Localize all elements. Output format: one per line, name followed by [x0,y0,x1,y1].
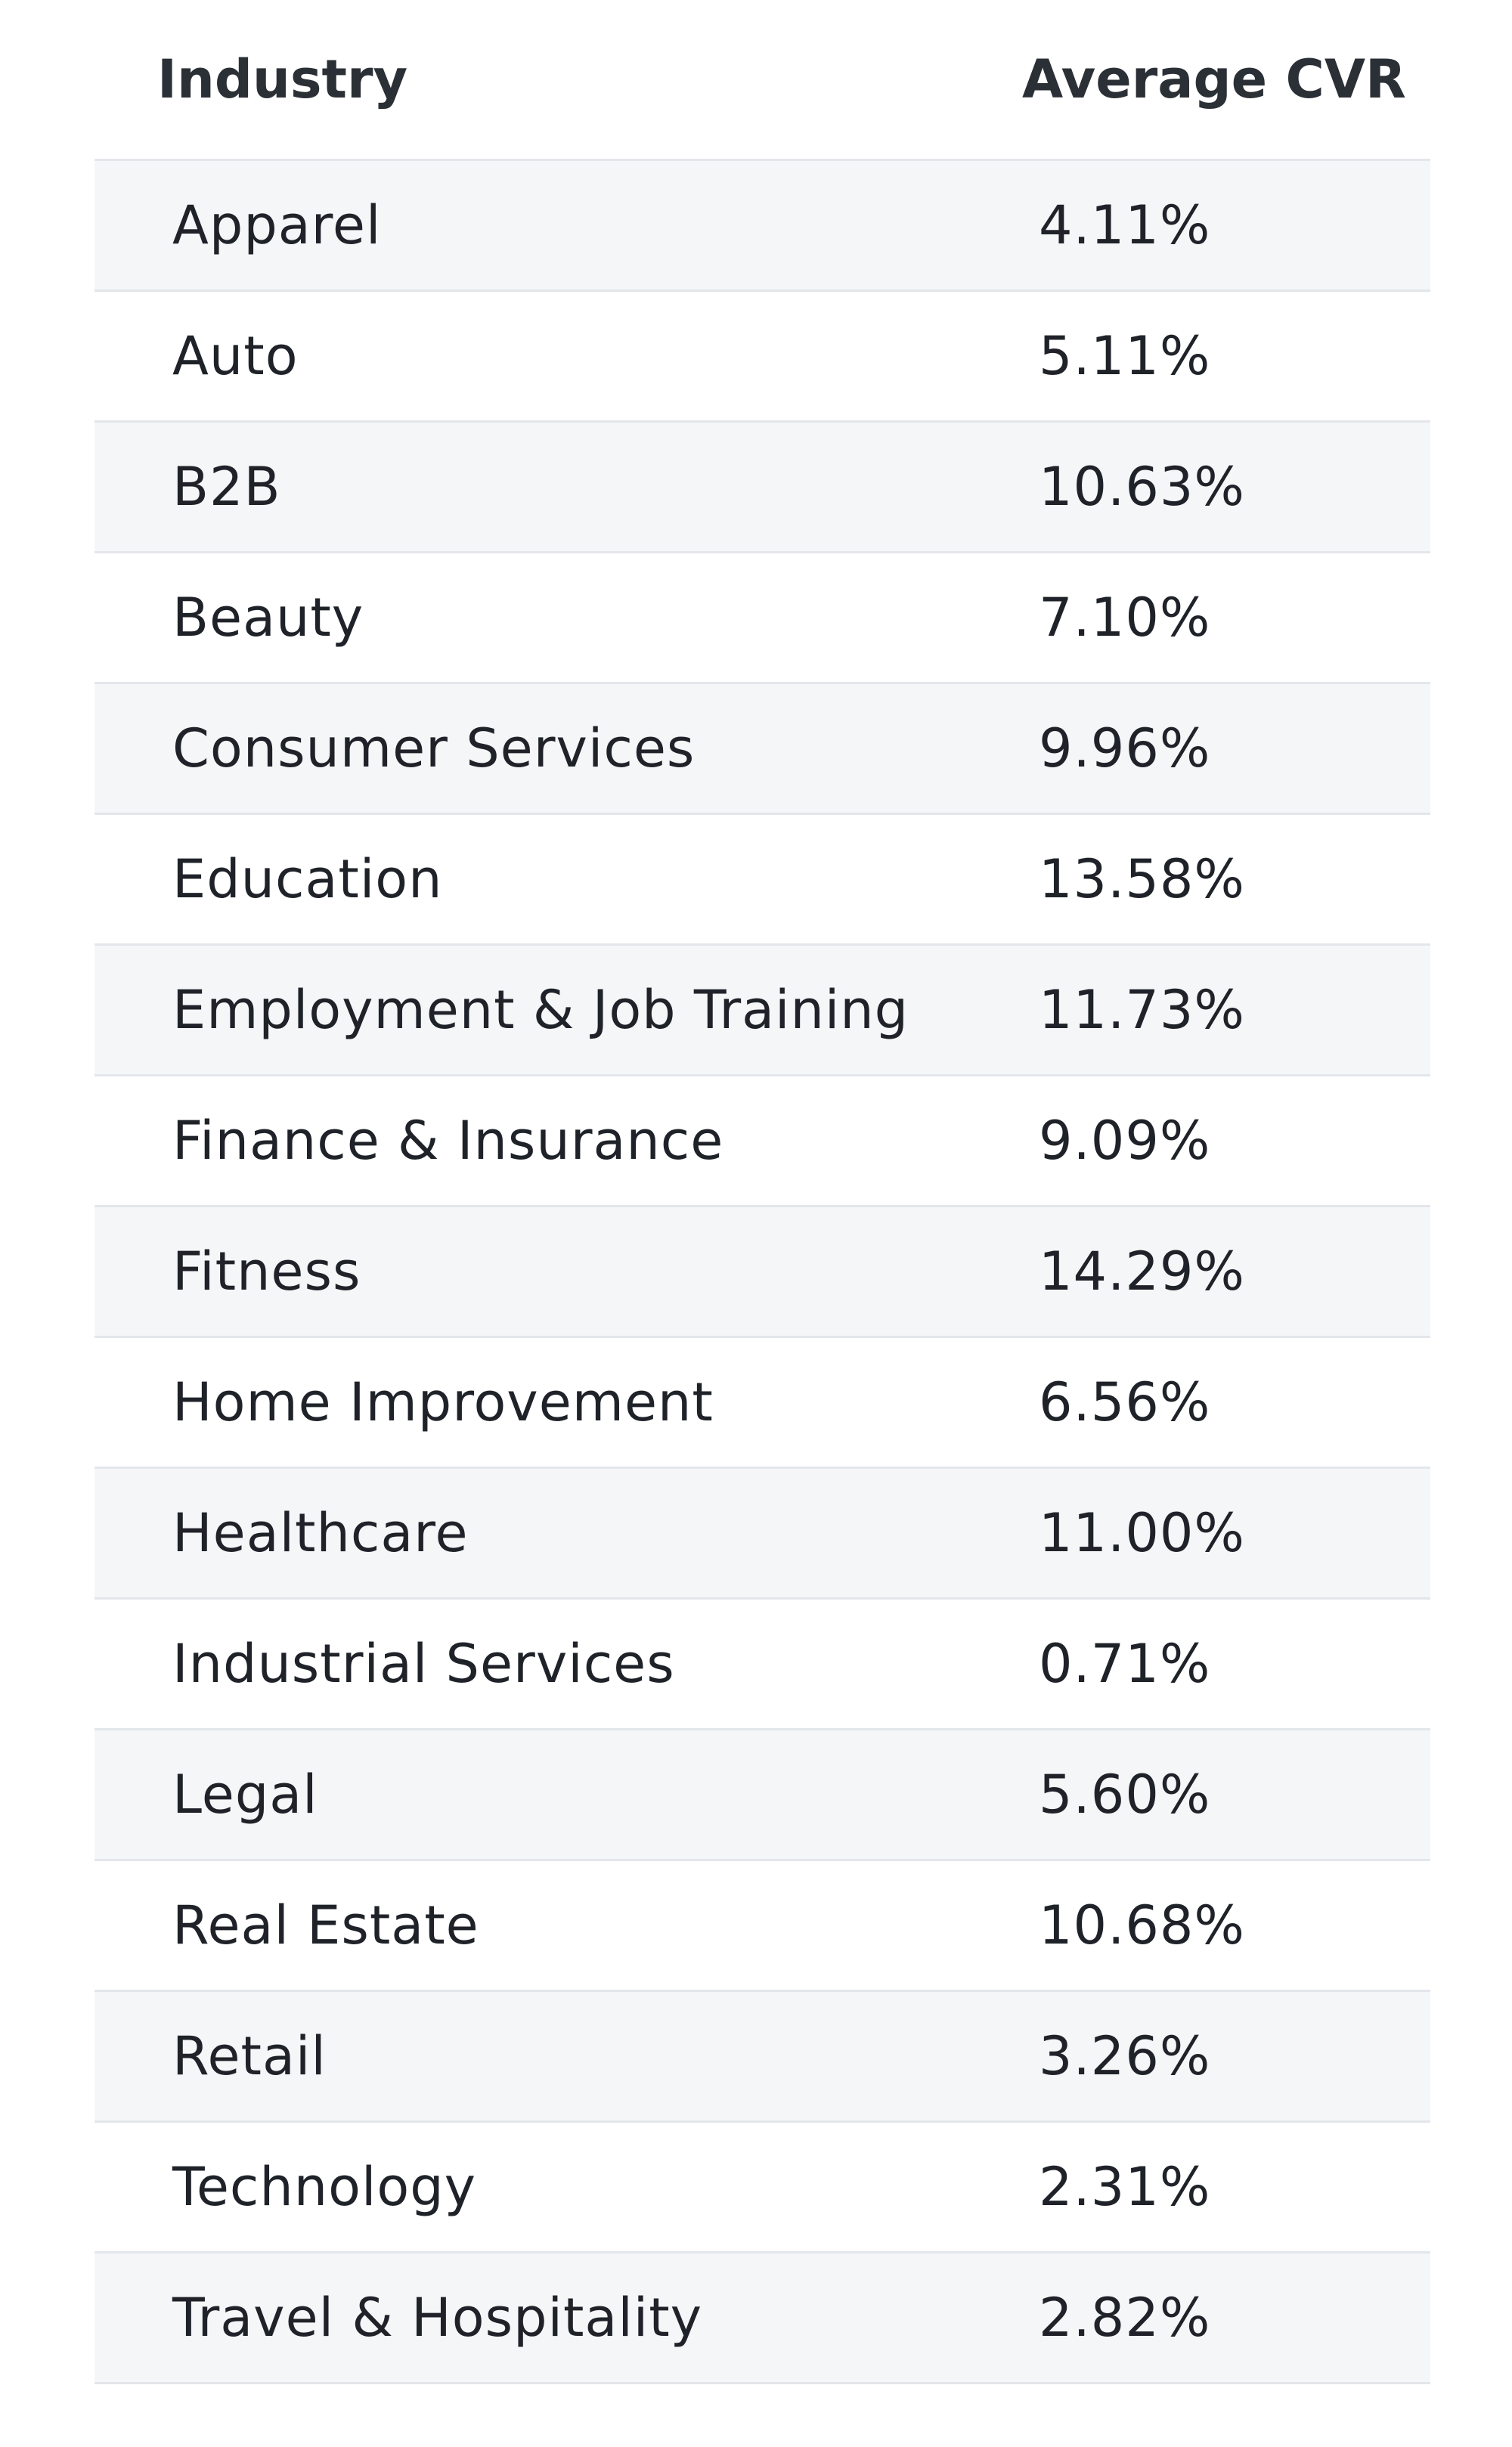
industry-cell: Consumer Services [172,717,696,779]
industry-cell: Technology [172,2156,477,2218]
cvr-cell: 6.56% [1039,1371,1211,1433]
cvr-cell: 5.60% [1039,1764,1211,1826]
table-row: Beauty 7.10% [94,553,1430,684]
average-cvr-column-header: Average CVR [1022,48,1406,110]
cvr-cell: 10.68% [1039,1894,1245,1956]
table-row: Employment & Job Training 11.73% [94,946,1430,1076]
industry-cell: Auto [172,325,299,387]
cvr-cell: 0.71% [1039,1633,1211,1695]
cvr-cell: 3.26% [1039,2025,1211,2087]
cvr-cell: 14.29% [1039,1241,1245,1302]
table-row: Legal 5.60% [94,1730,1430,1861]
industry-cell: Education [172,848,443,910]
cvr-cell: 9.09% [1039,1110,1211,1172]
industry-cell: Employment & Job Training [172,979,909,1041]
industry-cell: Beauty [172,587,364,649]
table-header-row: Industry Average CVR [94,0,1430,161]
industry-cell: Home Improvement [172,1371,714,1433]
table-row: B2B 10.63% [94,423,1430,553]
table-row: Retail 3.26% [94,1992,1430,2123]
industry-cell: Travel & Hospitality [172,2287,703,2349]
table-row: Consumer Services 9.96% [94,684,1430,815]
table-row: Finance & Insurance 9.09% [94,1076,1430,1207]
industry-cell: Real Estate [172,1894,479,1956]
table-row: Real Estate 10.68% [94,1861,1430,1992]
cvr-cell: 5.11% [1039,325,1211,387]
table-row: Technology 2.31% [94,2123,1430,2253]
industry-cell: Legal [172,1764,318,1826]
cvr-cell: 2.31% [1039,2156,1211,2218]
table-row: Industrial Services 0.71% [94,1600,1430,1730]
cvr-cell: 2.82% [1039,2287,1211,2349]
industry-column-header: Industry [157,48,408,110]
cvr-cell: 11.73% [1039,979,1245,1041]
table-row: Travel & Hospitality 2.82% [94,2253,1430,2384]
industry-cell: Fitness [172,1241,361,1302]
table-row: Fitness 14.29% [94,1207,1430,1338]
cvr-cell: 4.11% [1039,194,1211,256]
cvr-cell: 7.10% [1039,587,1211,649]
industry-cell: Finance & Insurance [172,1110,724,1172]
table-row: Auto 5.11% [94,292,1430,423]
table-row: Home Improvement 6.56% [94,1338,1430,1469]
cvr-cell: 9.96% [1039,717,1211,779]
table-row: Education 13.58% [94,815,1430,946]
cvr-cell: 13.58% [1039,848,1245,910]
industry-cell: Industrial Services [172,1633,675,1695]
cvr-cell: 10.63% [1039,456,1245,518]
industry-cvr-table: Industry Average CVR Apparel 4.11% Auto … [94,0,1430,2384]
table-row: Apparel 4.11% [94,161,1430,292]
industry-cell: Retail [172,2025,327,2087]
industry-cell: Healthcare [172,1502,469,1564]
industry-cell: B2B [172,456,281,518]
industry-cell: Apparel [172,194,382,256]
table-row: Healthcare 11.00% [94,1469,1430,1600]
cvr-cell: 11.00% [1039,1502,1245,1564]
